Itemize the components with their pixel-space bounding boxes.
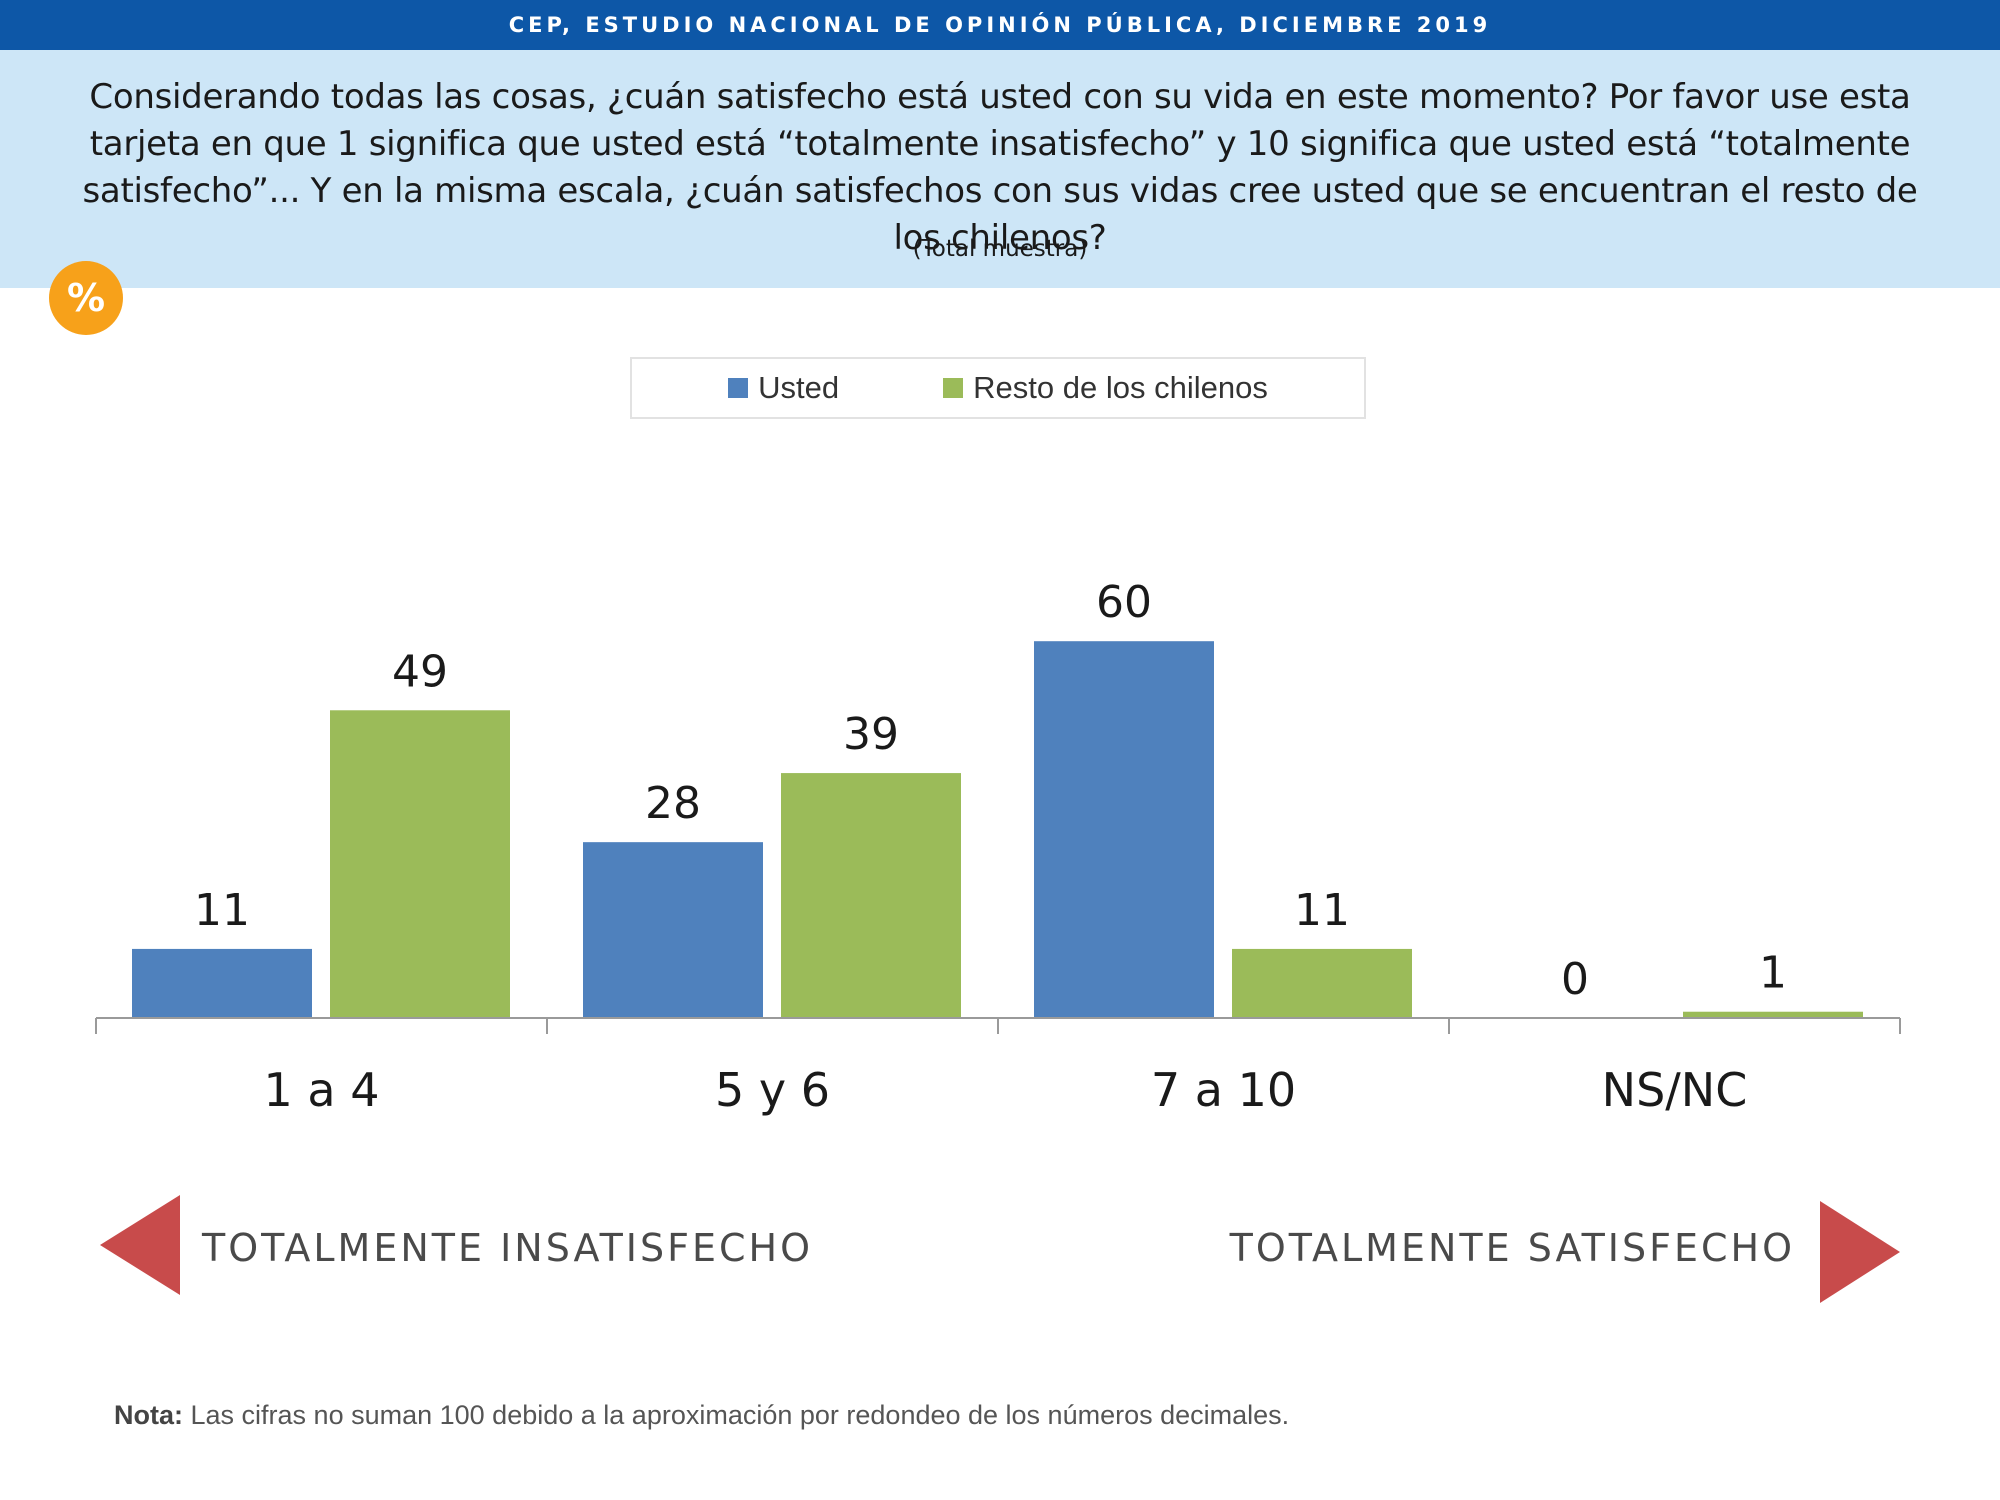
sample-note: (Total muestra)	[912, 236, 1088, 262]
bar-1-1	[781, 773, 961, 1018]
bar-0-2	[1034, 641, 1214, 1018]
footnote-label: Nota:	[114, 1400, 183, 1430]
data-label-0-2: 60	[1096, 577, 1152, 628]
data-label-1-1: 39	[843, 709, 899, 760]
x-tick-label-1: 5 y 6	[715, 1063, 830, 1117]
bar-1-0	[330, 710, 510, 1018]
x-tick-label-3: NS/NC	[1602, 1063, 1748, 1117]
arrow-right-icon	[1820, 1201, 1900, 1303]
data-label-0-3: 0	[1561, 954, 1589, 1005]
legend-label-usted: Usted	[758, 370, 840, 405]
data-label-1-3: 1	[1759, 948, 1787, 999]
x-tick-label-2: 7 a 10	[1151, 1063, 1296, 1117]
arrow-left-icon	[100, 1195, 180, 1295]
legend-swatch-usted	[728, 378, 749, 398]
report-banner: CEP, ESTUDIO NACIONAL DE OPINIÓN PÚBLICA…	[0, 0, 2000, 50]
scale-left-label: TOTALMENTE INSATISFECHO	[202, 1226, 814, 1270]
footnote-text: Las cifras no suman 100 debido a la apro…	[190, 1400, 1290, 1430]
percent-badge-icon: %	[49, 261, 123, 335]
legend-label-resto: Resto de los chilenos	[973, 370, 1268, 405]
data-label-0-0: 11	[194, 885, 250, 936]
data-label-1-0: 49	[392, 646, 448, 697]
bar-0-1	[583, 842, 763, 1018]
question-text: Considerando todas las cosas, ¿cuán sati…	[82, 77, 1918, 258]
question-box: Considerando todas las cosas, ¿cuán sati…	[0, 50, 2000, 288]
footnote: Nota: Las cifras no suman 100 debido a l…	[114, 1400, 1289, 1431]
banner-text: CEP, ESTUDIO NACIONAL DE OPINIÓN PÚBLICA…	[508, 13, 1492, 37]
percent-badge-text: %	[66, 276, 106, 320]
x-tick-label-0: 1 a 4	[264, 1063, 380, 1117]
legend-swatch-resto	[943, 378, 964, 398]
bar-1-3	[1683, 1011, 1863, 1018]
chart-legend: Usted Resto de los chilenos	[630, 357, 1366, 419]
bar-0-0	[132, 948, 312, 1018]
data-label-1-2: 11	[1294, 885, 1350, 936]
bar-1-2	[1232, 948, 1412, 1018]
legend-item-usted: Usted	[728, 370, 839, 406]
data-label-0-1: 28	[645, 778, 701, 829]
legend-item-resto: Resto de los chilenos	[943, 370, 1268, 406]
scale-right-label: TOTALMENTE SATISFECHO	[1229, 1226, 1795, 1270]
